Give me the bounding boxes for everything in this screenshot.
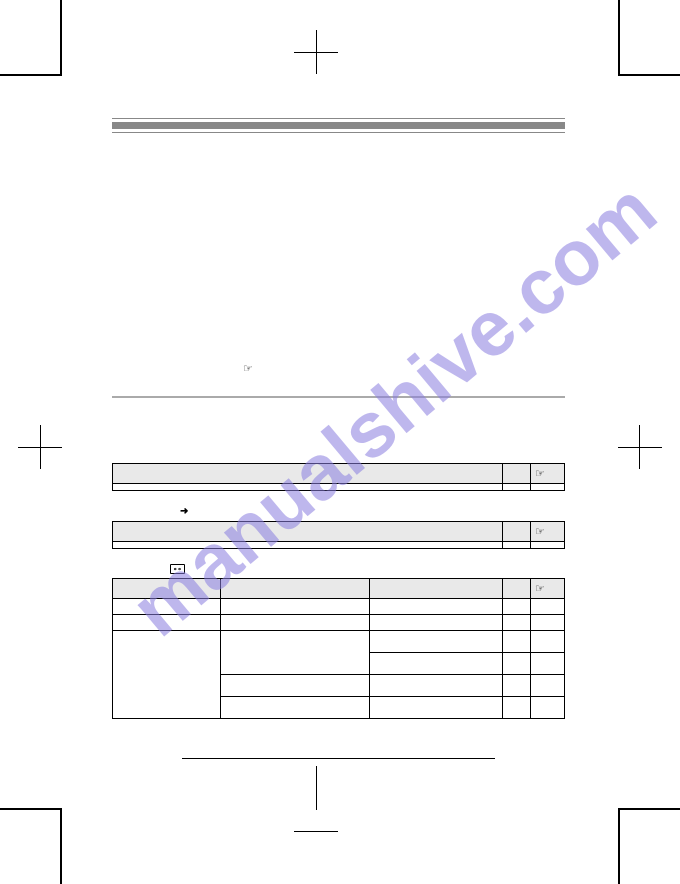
pointer-icon: ☞	[535, 583, 545, 595]
header-rule-thin-bot	[112, 132, 565, 133]
table-2: ☞	[112, 521, 565, 549]
table-cell	[531, 542, 565, 549]
table-cell	[531, 615, 565, 631]
table-cell	[503, 653, 531, 675]
footnote-rule	[182, 758, 495, 759]
table-cell	[370, 631, 503, 653]
table-cell	[370, 599, 503, 615]
table-row	[113, 542, 565, 549]
table-1: ☞	[112, 463, 565, 491]
table-header-cell: ☞	[531, 579, 565, 599]
table-cell	[370, 615, 503, 631]
table-header-cell	[113, 464, 503, 484]
table-row	[113, 615, 565, 631]
table-cell	[220, 697, 370, 719]
table-cell	[220, 615, 370, 631]
section-label-t3: ∘∘	[170, 564, 185, 575]
table-cell	[503, 631, 531, 653]
table-header-cell	[220, 579, 370, 599]
table-row: ☞	[113, 464, 565, 484]
pointer-icon: ☞	[535, 468, 545, 480]
table-cell	[503, 697, 531, 719]
section-divider	[112, 396, 565, 398]
table-cell	[370, 697, 503, 719]
table-cell	[503, 675, 531, 697]
table-header-cell: ☞	[531, 464, 565, 484]
table-header-cell	[503, 464, 531, 484]
table-cell	[503, 599, 531, 615]
table-cell	[503, 484, 531, 491]
table-row: ☞	[113, 522, 565, 542]
table-row: ☞	[113, 579, 565, 599]
table-header-cell	[503, 579, 531, 599]
table-cell	[113, 599, 221, 615]
table-row	[113, 599, 565, 615]
table-header-cell: ☞	[531, 522, 565, 542]
table-cell	[113, 484, 503, 491]
page-content: ☞ ☞ ➜ ☞ ∘∘	[112, 118, 565, 798]
pointer-icon: ☞	[535, 526, 545, 538]
table-cell	[220, 599, 370, 615]
table-cell	[531, 484, 565, 491]
table-cell	[531, 675, 565, 697]
header-rule-thick	[112, 122, 565, 129]
tape-icon: ∘∘	[170, 564, 185, 574]
table-header-cell	[503, 522, 531, 542]
table-cell	[531, 599, 565, 615]
table-cell	[531, 631, 565, 653]
table-cell	[370, 653, 503, 675]
table-3: ☞	[112, 578, 565, 719]
table-header-cell	[113, 522, 503, 542]
table-cell	[531, 697, 565, 719]
table-row	[113, 484, 565, 491]
table-cell	[113, 631, 221, 719]
table-cell	[113, 542, 503, 549]
section-label-t2: ➜	[180, 506, 188, 517]
table-row	[113, 631, 565, 653]
arrow-icon: ➜	[180, 506, 188, 517]
table-cell	[370, 675, 503, 697]
table-cell	[503, 615, 531, 631]
table-cell	[113, 615, 221, 631]
table-cell	[220, 631, 370, 675]
table-header-cell	[113, 579, 221, 599]
table-header-cell	[370, 579, 503, 599]
table-cell	[531, 653, 565, 675]
table-cell	[220, 675, 370, 697]
table-cell	[503, 542, 531, 549]
header-rule-thin-top	[112, 118, 565, 119]
pointer-icon: ☞	[243, 362, 253, 375]
